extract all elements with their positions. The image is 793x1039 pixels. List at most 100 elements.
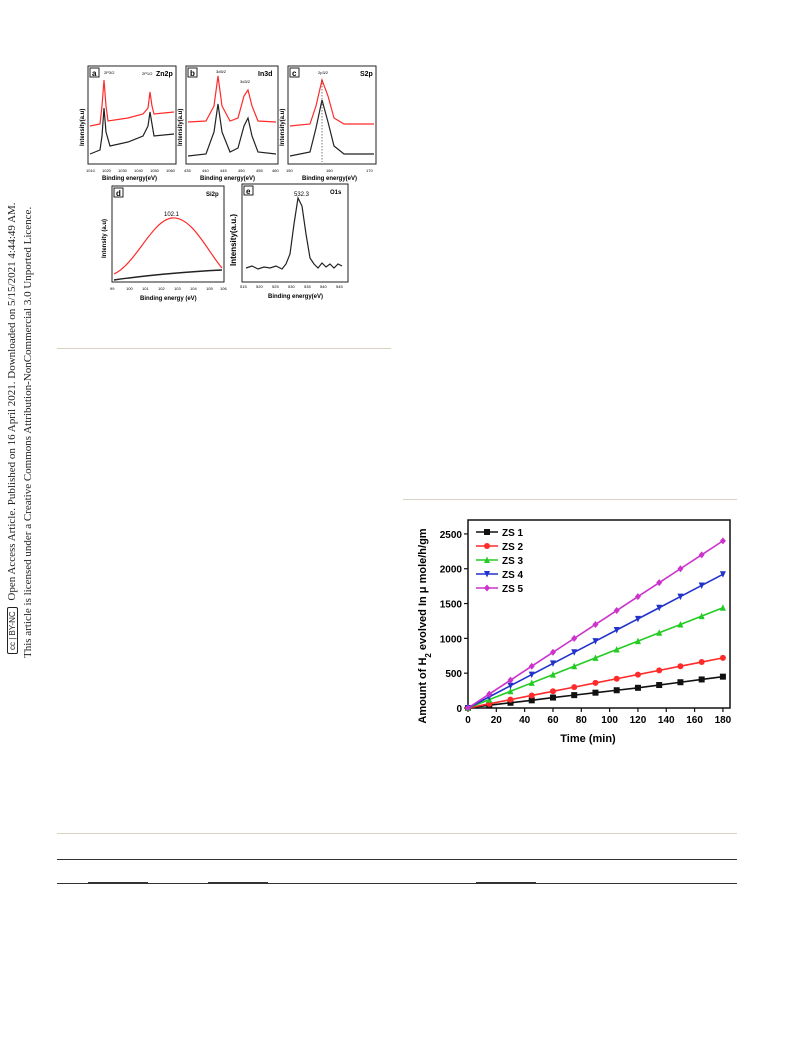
panel-c-xtick: 150 (286, 168, 293, 173)
panel-b-xtick: 435 (184, 168, 191, 173)
panel-d-letter: d (116, 189, 121, 198)
panel-b-xtick: 460 (272, 168, 279, 173)
panel-c-red-curve (289, 77, 374, 127)
data-point-zs-1 (677, 679, 684, 686)
x-tick-label: 180 (715, 715, 732, 726)
data-point-zs-5 (549, 648, 556, 656)
data-point-zs-3 (656, 629, 663, 636)
panel-d-xtick: 100 (126, 286, 133, 291)
panel-c-black-curve (289, 99, 374, 157)
y-tick-label: 1000 (440, 634, 463, 645)
panel-e-xtick: 520 (256, 284, 263, 289)
legend-label-zs-4: ZS 4 (502, 570, 524, 581)
panel-e-element: O1s (330, 190, 342, 196)
panel-b-peak-1: 3d5/2 (216, 69, 227, 74)
panel-c-xtick: 170 (366, 168, 373, 173)
data-point-zs-3 (613, 646, 620, 653)
y-tick-label: 1500 (440, 600, 463, 611)
xps-panel-a: a Zn2p 2P3/2 2P1/2 1010 1020 1030 1040 1… (80, 65, 177, 182)
legend-marker-zs-3 (484, 556, 490, 563)
data-point-zs-2 (719, 654, 726, 661)
legend-marker-zs-1 (484, 529, 490, 535)
data-point-zs-3 (549, 671, 556, 678)
x-tick-label: 160 (686, 715, 703, 726)
panel-d-xtick: 104 (190, 286, 197, 291)
panel-b-xtick: 440 (202, 168, 209, 173)
panel-b-black-curve (187, 103, 277, 157)
data-point-zs-1 (634, 684, 641, 691)
x-tick-label: 60 (547, 715, 559, 726)
data-point-zs-5 (656, 579, 663, 587)
panel-b-ylabel: Intensity(a.u) (178, 109, 184, 146)
data-point-zs-3 (677, 620, 684, 628)
panel-c-element: S2p (360, 71, 373, 78)
data-point-zs-4 (528, 671, 535, 679)
sidebar-line-published: cc | BY-NC Open Access Article. Publishe… (6, 202, 18, 658)
panel-a-ylabel: Intensity(a.u) (80, 109, 86, 146)
legend-marker-zs-5 (484, 584, 490, 592)
panel-a-xtick: 1050 (150, 168, 160, 173)
data-point-zs-1 (528, 697, 535, 704)
data-point-zs-5 (486, 690, 493, 698)
data-point-zs-4 (592, 638, 599, 645)
data-point-zs-2 (571, 684, 578, 691)
panel-a-xlabel: Binding energy(eV) (102, 176, 157, 182)
sidebar-line-license: This article is licensed under a Creativ… (22, 206, 34, 658)
panel-e-black-curve (245, 196, 343, 270)
panel-e-peak-1: 532.3 (294, 192, 310, 198)
panel-a-red-curve (89, 79, 175, 127)
panel-b-xtick: 450 (238, 168, 245, 173)
data-point-zs-4 (571, 649, 578, 656)
y-tick-label: 0 (456, 704, 462, 715)
panel-d-black-curve (113, 269, 223, 281)
legend-label-zs-2: ZS 2 (502, 542, 524, 553)
divider-left (57, 348, 391, 349)
data-point-zs-5 (677, 565, 684, 573)
data-point-zs-4 (698, 582, 705, 589)
panel-d-xtick: 105 (206, 286, 213, 291)
data-point-zs-3 (698, 612, 705, 620)
cc-badge: cc | BY-NC (7, 607, 18, 654)
panel-a-black-curve (89, 107, 175, 155)
legend-label-zs-5: ZS 5 (502, 584, 524, 595)
data-point-zs-2 (677, 663, 684, 670)
panel-d-xtick: 101 (142, 286, 149, 291)
data-point-zs-3 (634, 637, 641, 645)
panel-e-xtick: 545 (336, 284, 343, 289)
data-point-zs-1 (549, 694, 556, 701)
panel-e-letter: e (246, 187, 251, 196)
chart-y-label: Amount of H2 evolved In μ mole/h/gm (417, 528, 433, 723)
panel-c-xtick: 160 (326, 168, 333, 173)
data-point-zs-1 (507, 699, 514, 706)
panel-b-peak-2: 3d3/2 (240, 79, 251, 84)
y-tick-label: 2000 (440, 565, 463, 576)
data-point-zs-2 (698, 659, 705, 666)
panel-e-ylabel: Intensity(a.u.) (229, 214, 238, 266)
panel-a-xtick: 1060 (166, 168, 176, 173)
y-tick-label: 2500 (440, 530, 463, 541)
data-point-zs-2 (656, 667, 663, 674)
table-mark-2 (208, 882, 268, 884)
data-point-zs-4 (549, 660, 556, 667)
data-point-zs-1 (656, 682, 663, 689)
xps-panel-b: b In3d 3d5/2 3d3/2 435 440 445 450 455 4… (178, 65, 279, 182)
panel-a-letter: a (92, 69, 97, 78)
x-tick-label: 140 (658, 715, 675, 726)
data-point-zs-4 (613, 627, 620, 634)
x-tick-label: 80 (576, 715, 588, 726)
panel-a-peak-2: 2P1/2 (142, 71, 153, 76)
data-point-zs-5 (719, 537, 726, 545)
xps-panel-d: d Si2p 102.1 99 100 101 102 103 104 105 … (102, 185, 227, 302)
data-point-zs-5 (592, 620, 599, 628)
data-point-zs-2 (592, 679, 599, 686)
panel-d-xlabel: Binding energy (eV) (140, 296, 197, 302)
x-tick-label: 20 (491, 715, 503, 726)
h2-evolution-chart: 0 20 40 60 80 100 120 140 160 180 0 500 1000 1500 2000… (417, 519, 732, 745)
data-point-zs-3 (507, 687, 514, 695)
legend-marker-zs-4 (484, 571, 490, 578)
panel-d-ylabel: Intensity (a.u) (102, 219, 108, 258)
data-point-zs-3 (571, 662, 578, 670)
panel-b-element: In3d (258, 71, 272, 78)
panel-e-xtick: 525 (272, 284, 279, 289)
data-point-zs-2 (507, 696, 514, 703)
